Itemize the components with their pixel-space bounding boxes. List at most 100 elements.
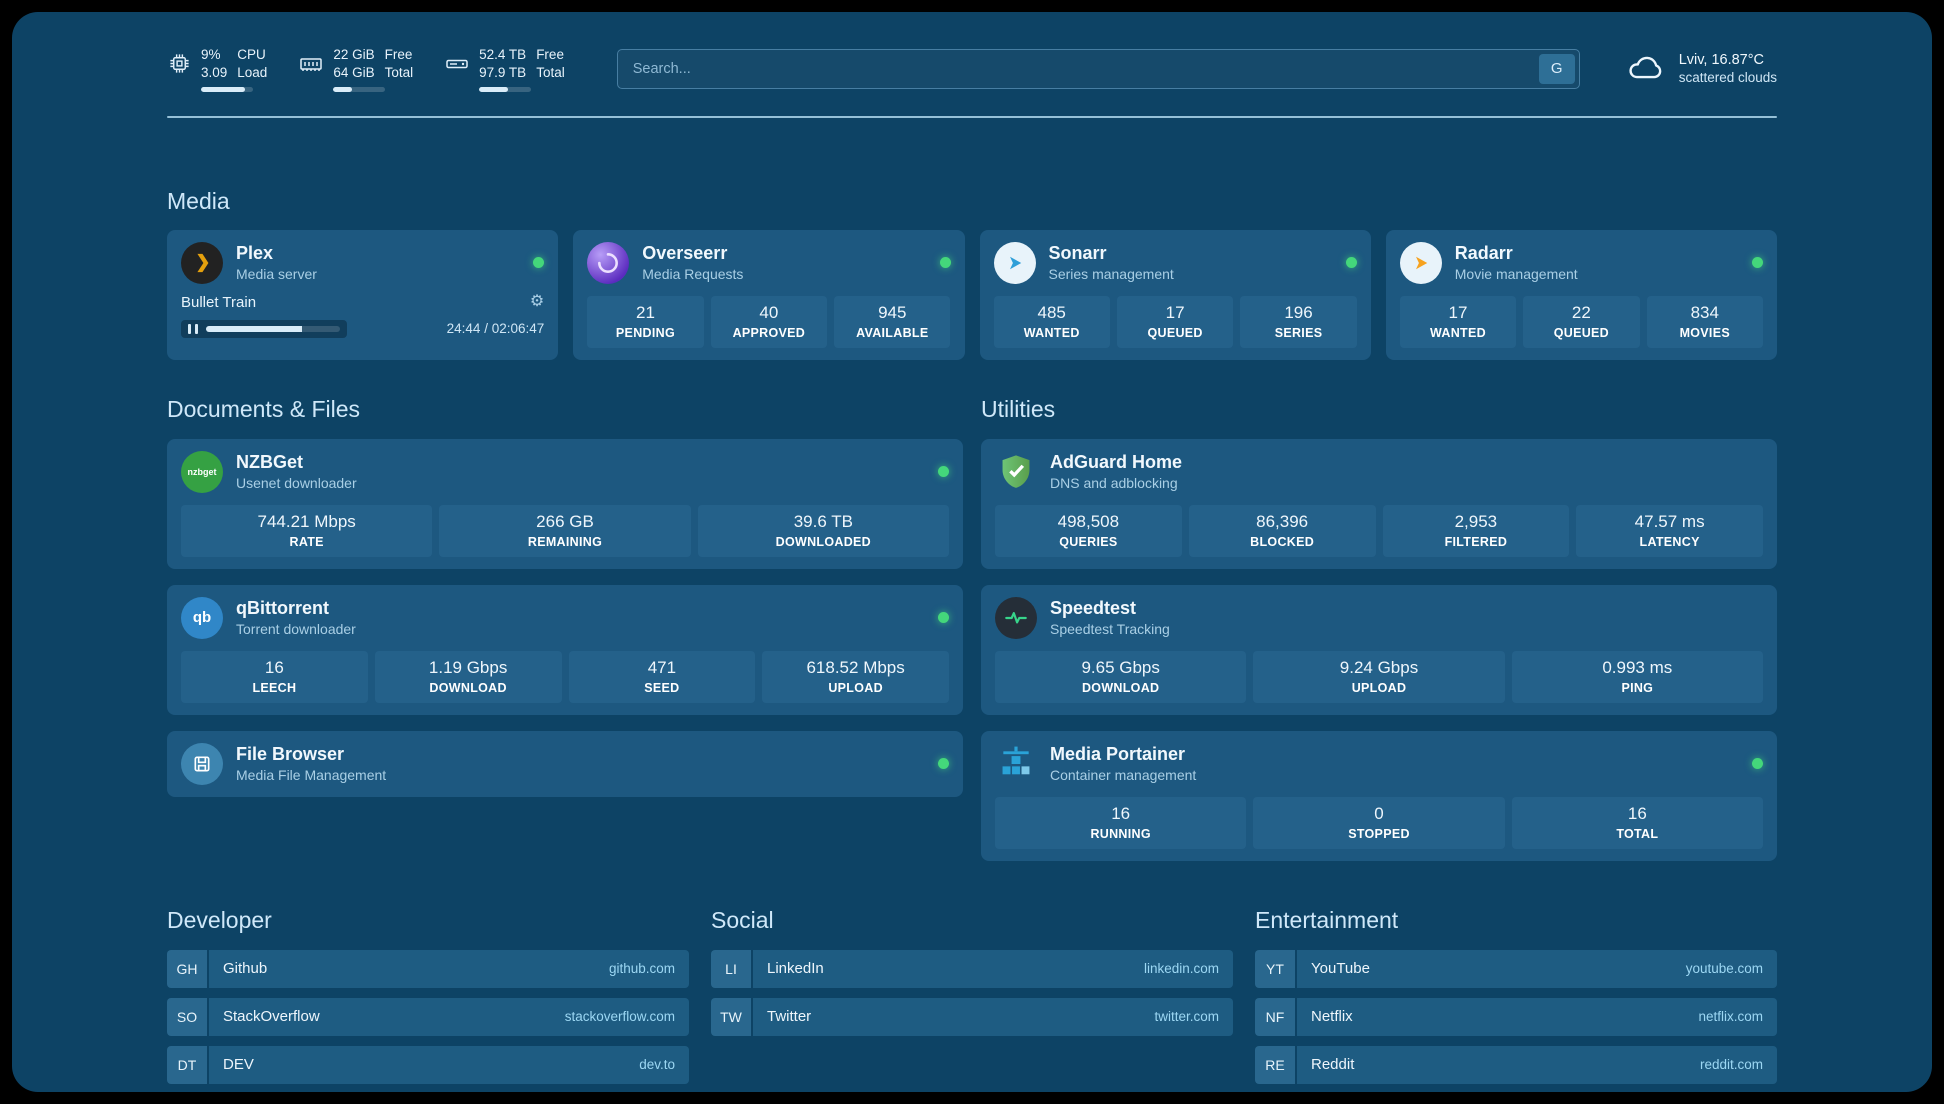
now-playing-title: Bullet Train bbox=[181, 293, 257, 311]
app-name: Media Portainer bbox=[1050, 744, 1186, 765]
cpu-progress-fill bbox=[201, 86, 246, 92]
stat-tile-leech: 16 LEECH bbox=[181, 650, 368, 703]
section-media: Media Plex Media server Bullet Train ⚙ bbox=[167, 188, 1777, 360]
stat-tile-blocked: 86,396 BLOCKED bbox=[1188, 504, 1376, 557]
stat-tile-downloaded: 39.6 TB DOWNLOADED bbox=[697, 504, 949, 557]
weather-widget[interactable]: Lviv, 16.87°C scattered clouds bbox=[1626, 51, 1777, 86]
plex-icon bbox=[181, 241, 223, 284]
app-card-nzbget[interactable]: nzbget NZBGet Usenet downloader 744.21 M… bbox=[167, 438, 963, 569]
qbittorrent-icon: qb bbox=[181, 596, 223, 639]
cpu-metric: 9% 3.09 CPU Load bbox=[167, 46, 267, 92]
status-dot bbox=[1345, 257, 1357, 269]
system-metrics: 9% 3.09 CPU Load bbox=[167, 46, 565, 92]
link-row-stackoverflow[interactable]: SO StackOverflow stackoverflow.com bbox=[167, 997, 689, 1036]
speedtest-icon bbox=[995, 596, 1037, 639]
app-card-sonarr[interactable]: Sonarr Series management 485 WANTED 17 QUE… bbox=[979, 229, 1371, 360]
status-dot bbox=[533, 257, 545, 269]
disk-metric: 52.4 TB 97.9 TB Free Total bbox=[445, 46, 565, 92]
topbar-divider bbox=[167, 115, 1777, 118]
app-card-adguard[interactable]: AdGuard Home DNS and adblocking 498,508 Q… bbox=[981, 438, 1777, 569]
cpu-load-value: 3.09 bbox=[201, 64, 228, 80]
section-heading-social: Social bbox=[711, 906, 774, 933]
ram-free-label: Free bbox=[384, 47, 413, 62]
link-row-netflix[interactable]: NF Netflix netflix.com bbox=[1255, 997, 1777, 1036]
search-input[interactable] bbox=[616, 48, 1580, 89]
app-card-overseerr[interactable]: Overseerr Media Requests 21 PENDING 40 APP… bbox=[573, 229, 965, 360]
qbittorrent-icon-label: qb bbox=[192, 609, 212, 627]
link-abbr: LI bbox=[711, 949, 751, 988]
cpu-usage-value: 9% bbox=[201, 47, 221, 62]
link-name: StackOverflow bbox=[223, 1008, 320, 1026]
pause-button[interactable] bbox=[181, 319, 347, 338]
stat-tile-total: 16 TOTAL bbox=[1511, 796, 1763, 849]
app-card-plex[interactable]: Plex Media server Bullet Train ⚙ bbox=[167, 229, 559, 360]
link-abbr: YT bbox=[1255, 949, 1295, 988]
ram-progressbar bbox=[333, 86, 386, 92]
app-description: Media Requests bbox=[642, 266, 744, 283]
status-dot bbox=[938, 758, 949, 770]
app-description: Media server bbox=[236, 266, 317, 283]
link-name: YouTube bbox=[1311, 960, 1370, 978]
radarr-icon bbox=[1399, 241, 1442, 284]
link-name: Twitter bbox=[767, 1008, 812, 1026]
status-dot bbox=[1752, 257, 1763, 269]
section-heading-utilities: Utilities bbox=[981, 395, 1056, 422]
section-social: Social LI LinkedIn linkedin.com TW Twitt… bbox=[711, 907, 1233, 1046]
app-description: Container management bbox=[1050, 767, 1197, 784]
app-name: File Browser bbox=[236, 744, 345, 765]
app-description: Usenet downloader bbox=[236, 475, 357, 492]
dashboard-frame: 9% 3.09 CPU Load bbox=[12, 12, 1932, 1092]
link-domain: linkedin.com bbox=[1143, 961, 1219, 977]
section-utilities: Utilities AdGuard Home DNS and bbox=[981, 396, 1777, 861]
app-name: Overseerr bbox=[642, 243, 728, 264]
disk-free-value: 52.4 TB bbox=[479, 47, 527, 62]
link-domain: github.com bbox=[608, 961, 675, 977]
app-card-radarr[interactable]: Radarr Movie management 17 WANTED 22 QUEUE… bbox=[1385, 229, 1777, 360]
playback-time: 24:44 / 02:06:47 bbox=[446, 321, 545, 337]
ram-free-value: 22 GiB bbox=[333, 47, 375, 62]
stat-tile-pending: 21 PENDING bbox=[587, 295, 704, 348]
status-dot bbox=[938, 466, 949, 478]
link-name: DEV bbox=[223, 1056, 254, 1074]
link-row-github[interactable]: GH Github github.com bbox=[167, 949, 689, 988]
section-heading-entertainment: Entertainment bbox=[1255, 906, 1399, 933]
app-card-filebrowser[interactable]: File Browser Media File Management bbox=[167, 730, 963, 797]
app-card-portainer[interactable]: Media Portainer Container management 16 R… bbox=[981, 730, 1777, 861]
link-domain: dev.to bbox=[639, 1057, 675, 1073]
link-name: Github bbox=[223, 960, 268, 978]
filebrowser-icon bbox=[181, 742, 223, 785]
overseerr-icon bbox=[587, 241, 630, 284]
link-abbr: NF bbox=[1255, 997, 1295, 1036]
app-description: Speedtest Tracking bbox=[1050, 621, 1170, 638]
gear-icon[interactable]: ⚙ bbox=[529, 293, 545, 311]
stat-tile-available: 945 AVAILABLE bbox=[834, 295, 951, 348]
sonarr-icon bbox=[993, 241, 1036, 284]
stat-tile-download: 9.65 Gbps DOWNLOAD bbox=[995, 650, 1247, 703]
app-card-speedtest[interactable]: Speedtest Speedtest Tracking 9.65 Gbps DO… bbox=[981, 584, 1777, 715]
cpu-load-label: Load bbox=[237, 64, 268, 80]
ram-total-value: 64 GiB bbox=[333, 64, 375, 80]
section-entertainment: Entertainment YT YouTube youtube.com NF … bbox=[1255, 907, 1777, 1092]
link-row-youtube[interactable]: YT YouTube youtube.com bbox=[1255, 949, 1777, 988]
link-abbr: DT bbox=[167, 1045, 207, 1084]
stat-tile-queries: 498,508 QUERIES bbox=[995, 504, 1182, 557]
link-row-twitter[interactable]: TW Twitter twitter.com bbox=[711, 997, 1233, 1036]
link-name: Reddit bbox=[1311, 1056, 1355, 1074]
search-engine-button[interactable]: G bbox=[1538, 53, 1575, 84]
adguard-icon bbox=[995, 451, 1037, 493]
link-domain: youtube.com bbox=[1685, 961, 1763, 977]
link-row-reddit[interactable]: RE Reddit reddit.com bbox=[1255, 1045, 1777, 1084]
stat-tile-stopped: 0 STOPPED bbox=[1253, 796, 1505, 849]
app-card-qbittorrent[interactable]: qb qBittorrent Torrent downloader 16 LEEC… bbox=[167, 584, 963, 715]
stat-tile-queued: 22 QUEUED bbox=[1523, 295, 1640, 348]
stat-tile-download: 1.19 Gbps DOWNLOAD bbox=[374, 650, 562, 703]
playback-progressbar[interactable] bbox=[206, 325, 340, 332]
disk-free-label: Free bbox=[536, 47, 564, 62]
link-row-linkedin[interactable]: LI LinkedIn linkedin.com bbox=[711, 949, 1233, 988]
app-name: Radarr bbox=[1454, 243, 1513, 264]
ram-progress-fill bbox=[333, 86, 352, 92]
stat-tile-remaining: 266 GB REMAINING bbox=[439, 504, 691, 557]
stat-tile-filtered: 2,953 FILTERED bbox=[1382, 504, 1570, 557]
link-row-dev[interactable]: DT DEV dev.to bbox=[167, 1045, 689, 1084]
playback-progress-fill bbox=[206, 325, 303, 332]
